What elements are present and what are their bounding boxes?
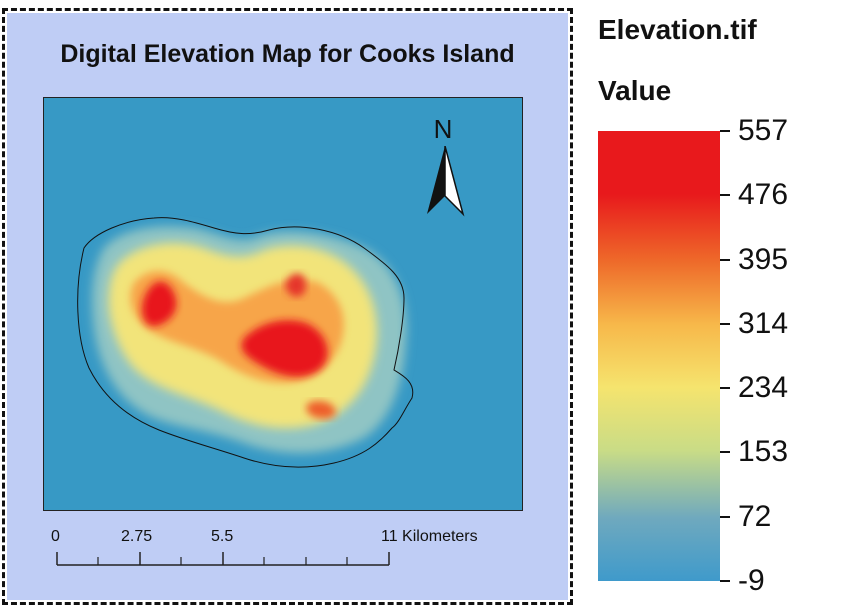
- legend-tick: [720, 387, 730, 390]
- legend-label: 476: [738, 178, 789, 212]
- map-view[interactable]: N: [43, 97, 523, 511]
- legend-title: Elevation.tif: [598, 14, 757, 45]
- map-layout-frame: [2, 8, 573, 605]
- legend-label: 153: [738, 435, 789, 469]
- legend-label: 314: [738, 306, 789, 340]
- legend-tick: [720, 451, 730, 454]
- island-peak-south: [306, 400, 336, 419]
- legend-label: 557: [738, 114, 789, 147]
- legend-label: 72: [738, 499, 772, 533]
- north-arrow-label: N: [433, 114, 453, 144]
- legend-tick: [720, 130, 730, 132]
- legend-tick: [720, 258, 730, 261]
- island-peak-west: [142, 281, 177, 327]
- legend-color-ramp: [598, 131, 720, 581]
- island-peak-north: [285, 273, 306, 297]
- legend-tick: [720, 322, 730, 325]
- elevation-raster: [77, 217, 414, 468]
- legend-label: 234: [738, 371, 789, 405]
- legend-tick: [720, 580, 730, 582]
- reef-outline: [77, 217, 414, 468]
- island-peak-central: [241, 320, 328, 377]
- legend-tick: [720, 194, 730, 197]
- legend-label: -9: [738, 564, 765, 597]
- north-arrow-icon: [427, 146, 465, 217]
- north-arrow: N: [427, 114, 469, 224]
- map-title: Digital Elevation Map for Cooks Island: [60, 40, 515, 68]
- legend-subtitle: Value: [598, 75, 672, 106]
- legend-tick: [720, 515, 730, 518]
- legend-label: 395: [738, 242, 789, 276]
